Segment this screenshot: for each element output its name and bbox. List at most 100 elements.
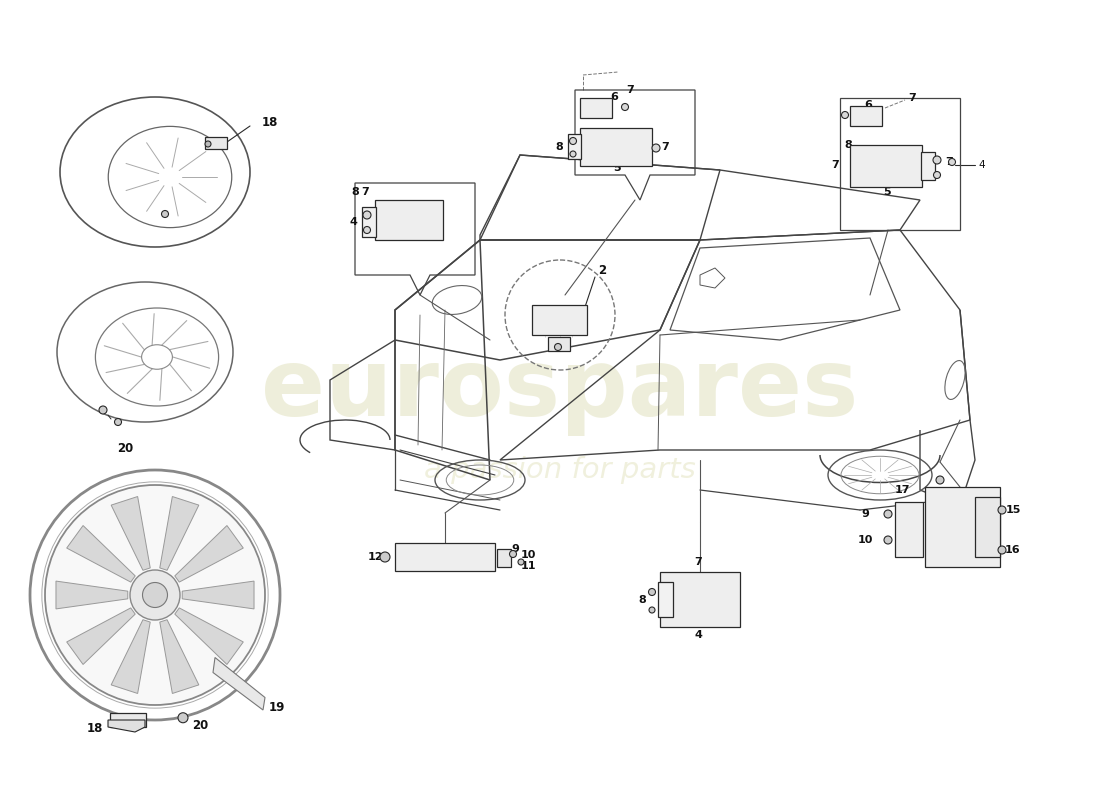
Text: 5: 5 <box>613 163 620 173</box>
Text: 4: 4 <box>349 217 356 227</box>
Text: 4: 4 <box>979 160 986 170</box>
Text: 4: 4 <box>694 630 702 640</box>
Circle shape <box>554 343 561 350</box>
Text: 2: 2 <box>598 263 606 277</box>
Circle shape <box>363 211 371 219</box>
Text: 19: 19 <box>268 701 285 714</box>
FancyBboxPatch shape <box>568 134 581 159</box>
Text: 9: 9 <box>861 509 869 519</box>
Circle shape <box>570 151 576 157</box>
Polygon shape <box>111 497 151 570</box>
FancyBboxPatch shape <box>895 502 923 557</box>
Polygon shape <box>175 608 243 665</box>
FancyBboxPatch shape <box>850 106 882 126</box>
Circle shape <box>842 111 848 118</box>
Text: 6: 6 <box>865 100 872 110</box>
Text: 12: 12 <box>367 552 383 562</box>
Circle shape <box>621 103 628 110</box>
Circle shape <box>649 607 654 613</box>
Circle shape <box>998 506 1006 514</box>
FancyBboxPatch shape <box>975 497 1000 557</box>
Text: 8: 8 <box>844 140 851 150</box>
FancyBboxPatch shape <box>658 582 673 617</box>
Text: 4: 4 <box>883 160 891 170</box>
Circle shape <box>143 582 167 607</box>
Polygon shape <box>213 658 265 710</box>
Circle shape <box>652 144 660 152</box>
Text: 10: 10 <box>520 550 536 560</box>
Text: 5: 5 <box>404 220 411 230</box>
Polygon shape <box>108 720 145 732</box>
Text: eurospares: eurospares <box>262 344 859 436</box>
Circle shape <box>114 418 121 426</box>
Text: 8: 8 <box>351 187 359 197</box>
Circle shape <box>884 510 892 518</box>
Circle shape <box>518 559 524 565</box>
Circle shape <box>509 550 517 558</box>
FancyBboxPatch shape <box>375 200 443 240</box>
Polygon shape <box>175 526 243 582</box>
Text: 3: 3 <box>551 338 559 351</box>
FancyBboxPatch shape <box>580 128 652 166</box>
Text: 11: 11 <box>520 561 536 571</box>
Text: 8: 8 <box>638 595 646 605</box>
FancyBboxPatch shape <box>925 487 1000 567</box>
FancyBboxPatch shape <box>532 305 587 335</box>
Polygon shape <box>67 526 135 582</box>
Text: 18: 18 <box>87 722 103 735</box>
Text: 13: 13 <box>902 525 917 535</box>
FancyBboxPatch shape <box>850 145 922 187</box>
FancyBboxPatch shape <box>580 98 612 118</box>
Text: 9: 9 <box>512 544 519 554</box>
Circle shape <box>178 713 188 722</box>
Text: 7: 7 <box>909 93 916 103</box>
Circle shape <box>99 406 107 414</box>
Text: 6: 6 <box>610 92 618 102</box>
Text: 5: 5 <box>883 187 891 197</box>
Text: 1: 1 <box>551 317 559 330</box>
Text: 5: 5 <box>694 595 702 605</box>
Circle shape <box>998 546 1006 554</box>
Circle shape <box>379 552 390 562</box>
FancyBboxPatch shape <box>497 549 512 567</box>
Circle shape <box>948 158 956 166</box>
Circle shape <box>933 156 940 164</box>
FancyBboxPatch shape <box>395 543 495 571</box>
Text: 7: 7 <box>661 142 669 152</box>
Text: 14: 14 <box>950 525 966 535</box>
Circle shape <box>936 476 944 484</box>
Text: 7: 7 <box>361 187 368 197</box>
Text: 4: 4 <box>613 142 620 152</box>
Circle shape <box>45 485 265 705</box>
Text: 20: 20 <box>117 442 133 454</box>
Text: 15: 15 <box>1005 505 1021 515</box>
FancyBboxPatch shape <box>660 572 740 627</box>
Text: 16: 16 <box>1005 545 1021 555</box>
Text: 7: 7 <box>832 160 839 170</box>
Polygon shape <box>111 620 151 694</box>
Text: 7: 7 <box>945 157 953 167</box>
Polygon shape <box>183 581 254 609</box>
Polygon shape <box>56 581 128 609</box>
Circle shape <box>649 589 656 595</box>
Text: 7: 7 <box>694 557 702 567</box>
Text: a passion for parts: a passion for parts <box>425 456 696 484</box>
Text: 7: 7 <box>626 85 634 95</box>
Circle shape <box>205 141 211 147</box>
Text: 20: 20 <box>191 719 208 732</box>
FancyBboxPatch shape <box>362 207 376 237</box>
Text: 10: 10 <box>857 535 872 545</box>
FancyBboxPatch shape <box>921 152 935 180</box>
Circle shape <box>884 536 892 544</box>
Polygon shape <box>160 620 199 694</box>
Circle shape <box>162 210 168 218</box>
Circle shape <box>570 138 576 145</box>
FancyBboxPatch shape <box>205 137 227 149</box>
FancyBboxPatch shape <box>548 337 570 351</box>
Circle shape <box>363 226 371 234</box>
Circle shape <box>130 570 180 620</box>
Polygon shape <box>67 608 135 665</box>
Text: 18: 18 <box>262 115 278 129</box>
Text: 8: 8 <box>556 142 563 152</box>
FancyBboxPatch shape <box>110 713 146 727</box>
